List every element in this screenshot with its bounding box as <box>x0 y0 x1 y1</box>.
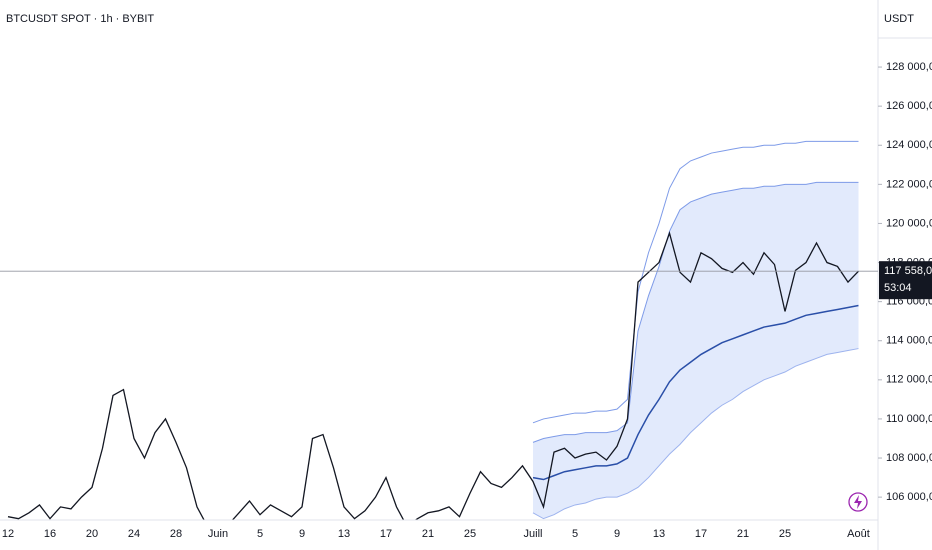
x-tick-label: Août <box>847 528 870 540</box>
price-line <box>532 304 859 481</box>
price-line <box>7 231 859 520</box>
x-tick-label: 5 <box>257 528 263 540</box>
x-tick-label: 12 <box>2 528 14 540</box>
price-line <box>532 181 859 443</box>
price-line <box>532 140 859 424</box>
y-tick-label: 122 000,0 <box>886 178 932 190</box>
y-tick-label: 110 000,0 <box>886 413 932 425</box>
x-tick-label: 13 <box>338 528 350 540</box>
x-tick-label: 17 <box>695 528 707 540</box>
lightning-icon <box>848 492 868 512</box>
x-tick-label: 13 <box>653 528 665 540</box>
x-tick-label: 28 <box>170 528 182 540</box>
y-tick-label: 120 000,0 <box>886 217 932 229</box>
y-tick-label: 112 000,0 <box>886 374 932 386</box>
x-tick-label: 25 <box>464 528 476 540</box>
x-tick-label: Juin <box>208 528 228 540</box>
x-tick-label: 25 <box>779 528 791 540</box>
currency: USDT <box>884 13 914 25</box>
y-tick-label: 108 000,0 <box>886 452 932 464</box>
x-tick-label: 9 <box>614 528 620 540</box>
x-tick-label: 20 <box>86 528 98 540</box>
x-tick-label: 9 <box>299 528 305 540</box>
band-fill <box>533 182 859 519</box>
x-tick-label: 5 <box>572 528 578 540</box>
y-tick-label: 126 000,0 <box>886 100 932 112</box>
x-tick-label: 24 <box>128 528 140 540</box>
plot-area <box>7 140 859 520</box>
chart-title: BTCUSDT SPOT · 1h · BYBIT <box>6 13 154 25</box>
y-tick-label: 124 000,0 <box>886 139 932 151</box>
y-tick-label: 128 000,0 <box>886 61 932 73</box>
x-tick-label: 16 <box>44 528 56 540</box>
x-tick-label: Juill <box>524 528 543 540</box>
x-tick-label: 21 <box>737 528 749 540</box>
y-tick-label: 106 000,0 <box>886 491 932 503</box>
last-price-box <box>879 261 932 300</box>
price-line <box>532 348 859 520</box>
x-tick-label: 21 <box>422 528 434 540</box>
x-tick-label: 17 <box>380 528 392 540</box>
countdown: 53:04 <box>884 282 912 294</box>
y-tick-label: 114 000,0 <box>886 335 932 347</box>
last-price-label: 117 558,0 <box>884 265 932 277</box>
